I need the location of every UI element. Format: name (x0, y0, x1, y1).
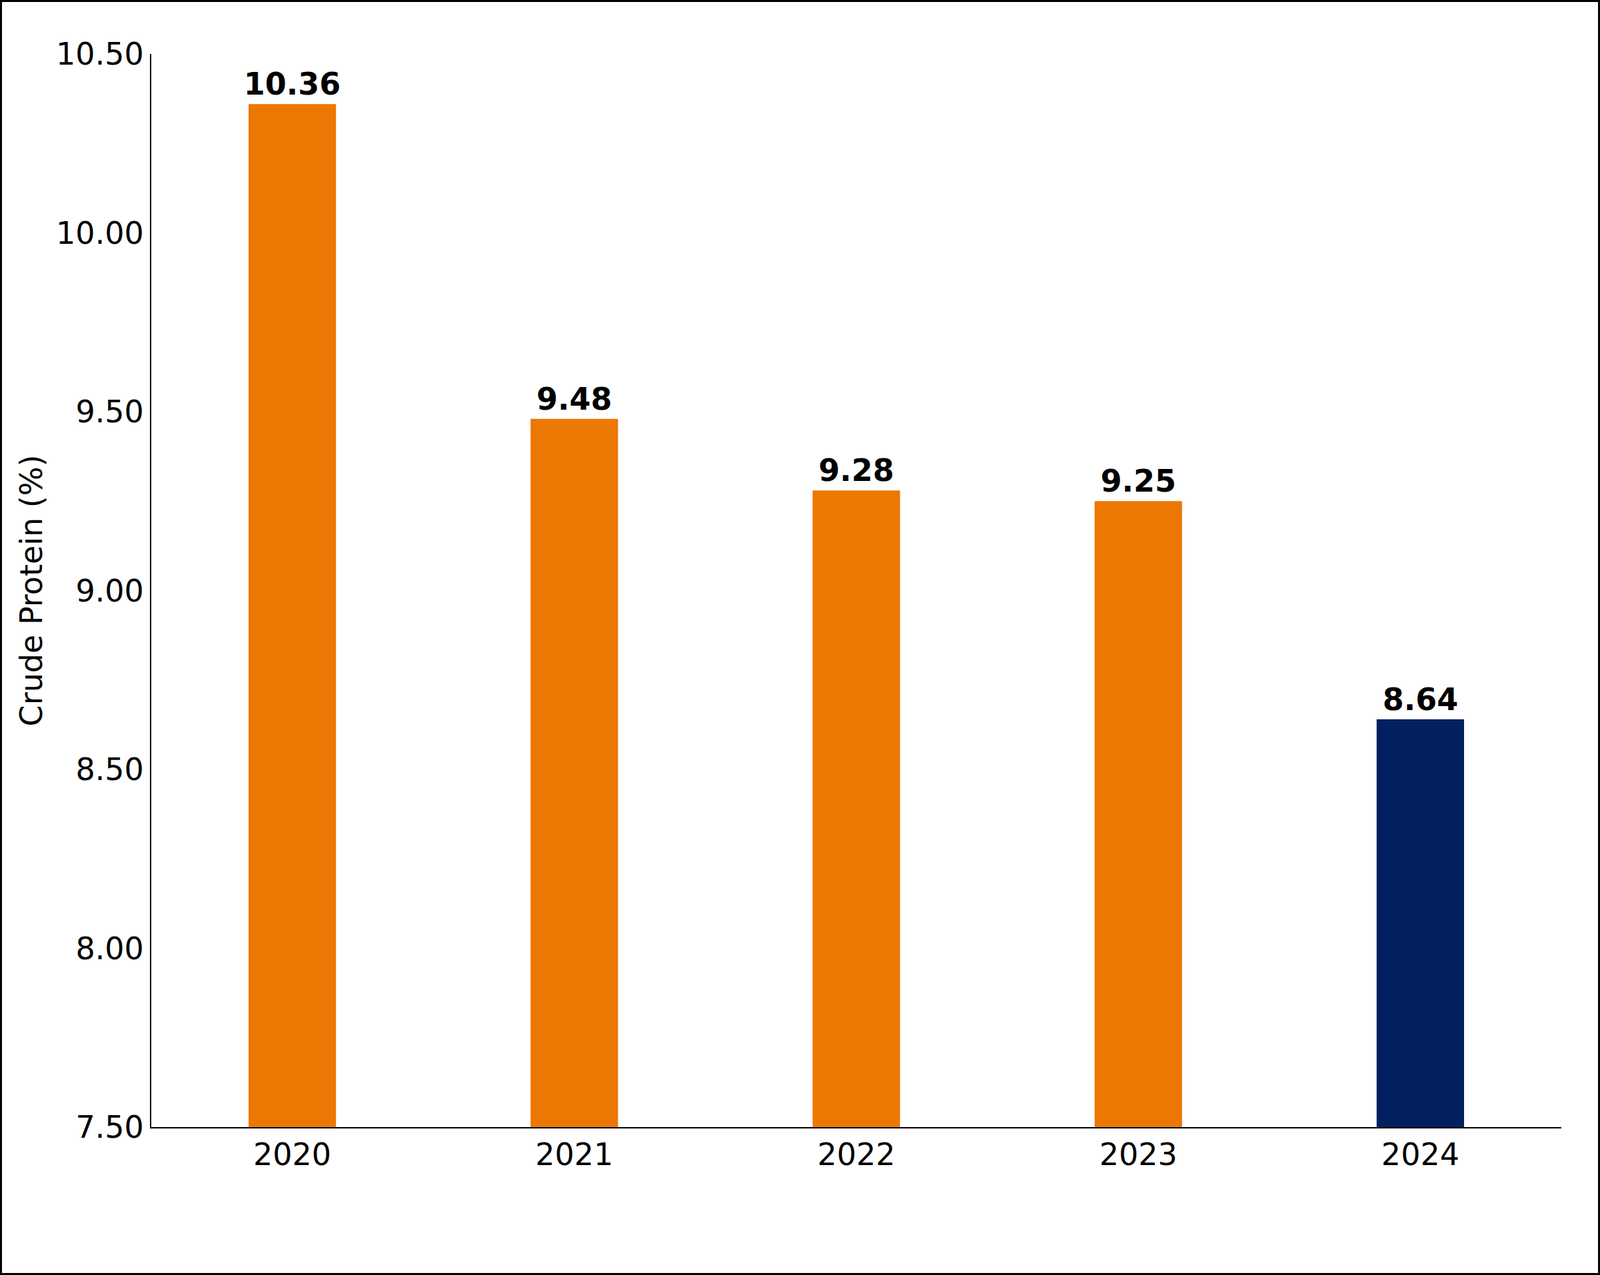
svg-text:2023: 2023 (1099, 1136, 1178, 1173)
svg-text:9.28: 9.28 (818, 452, 895, 489)
svg-text:9.48: 9.48 (536, 381, 613, 418)
svg-text:2022: 2022 (816, 1136, 895, 1173)
svg-text:2024: 2024 (1381, 1136, 1460, 1173)
svg-text:9.00: 9.00 (75, 573, 144, 610)
svg-text:10.36: 10.36 (243, 65, 342, 102)
svg-text:10.50: 10.50 (55, 35, 144, 72)
svg-text:7.50: 7.50 (75, 1109, 144, 1146)
svg-text:10.00: 10.00 (55, 215, 144, 252)
svg-text:2020: 2020 (253, 1136, 332, 1173)
svg-text:8.50: 8.50 (75, 751, 144, 788)
svg-text:8.00: 8.00 (75, 930, 144, 967)
svg-text:9.25: 9.25 (1100, 463, 1177, 500)
svg-text:2021: 2021 (535, 1136, 614, 1173)
svg-text:8.64: 8.64 (1382, 681, 1459, 718)
svg-text:9.50: 9.50 (75, 393, 144, 430)
svg-text:Crude Protein (%): Crude Protein (%) (13, 455, 50, 728)
